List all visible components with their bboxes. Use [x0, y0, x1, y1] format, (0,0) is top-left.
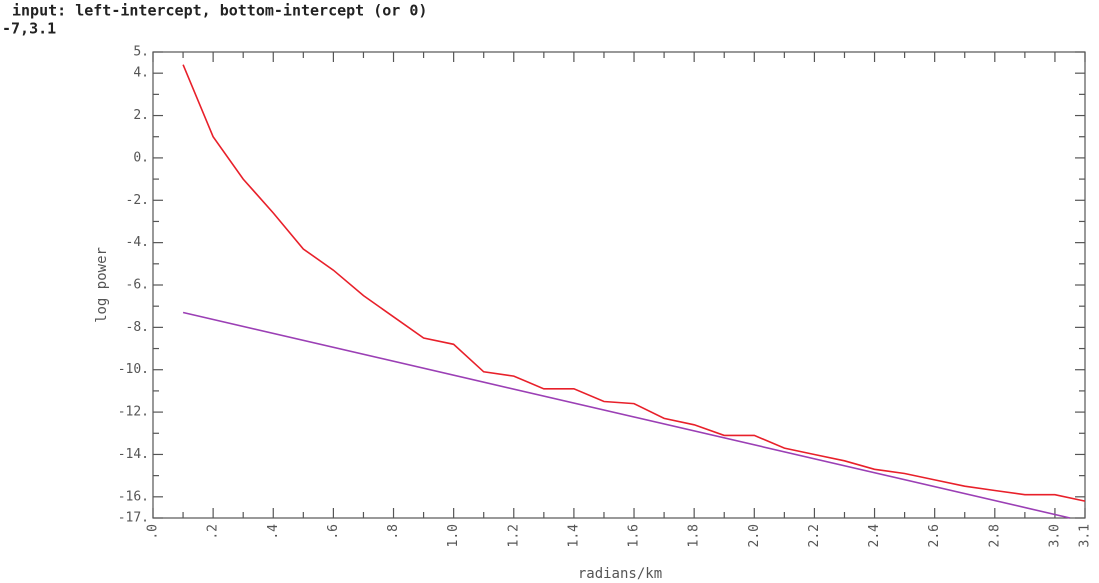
y-tick-label: 4.: [133, 66, 149, 81]
y-tick-label: -4.: [126, 235, 149, 250]
y-tick-label: -12.: [118, 405, 149, 420]
x-tick-label: .4: [266, 524, 281, 540]
x-axis-label: radians/km: [578, 566, 662, 582]
x-tick-label: .0: [146, 524, 161, 540]
y-tick-label: -14.: [118, 447, 149, 462]
y-tick-label: -6.: [126, 278, 149, 293]
y-tick-label: 0.: [133, 150, 149, 165]
x-tick-label: 3.0: [1047, 524, 1062, 547]
y-tick-label: -17.: [118, 511, 149, 526]
x-tick-label: 2.8: [987, 524, 1002, 547]
x-tick-label: 3.1: [1078, 524, 1093, 547]
x-tick-label: 2.6: [927, 524, 942, 547]
data-line: [182, 64, 1086, 502]
x-tick-label: 1.8: [687, 524, 702, 547]
y-tick-label: -8.: [126, 320, 149, 335]
x-tick-label: 2.2: [807, 524, 822, 547]
y-tick-label: 5.: [133, 45, 149, 60]
x-tick-label: 1.4: [566, 524, 581, 548]
console-line: -7,3.1: [2, 20, 56, 38]
console-line: input: left-intercept, bottom-intercept …: [12, 2, 427, 20]
x-tick-label: 2.4: [867, 524, 882, 548]
x-tick-label: 1.2: [506, 524, 521, 547]
x-tick-label: .2: [206, 524, 221, 540]
y-tick-label: -16.: [118, 489, 149, 504]
data-line: [182, 311, 1071, 519]
x-tick-label: .6: [326, 524, 341, 540]
x-tick-label: 1.0: [446, 524, 461, 547]
y-tick-label: -10.: [118, 362, 149, 377]
y-axis-label: log power: [94, 247, 110, 323]
x-tick-label: 1.6: [627, 524, 642, 547]
x-tick-label: 2.0: [747, 524, 762, 547]
plot-frame: [152, 51, 1086, 519]
y-tick-label: -2.: [126, 193, 149, 208]
y-tick-label: 2.: [133, 108, 149, 123]
x-tick-label: .8: [386, 524, 401, 540]
